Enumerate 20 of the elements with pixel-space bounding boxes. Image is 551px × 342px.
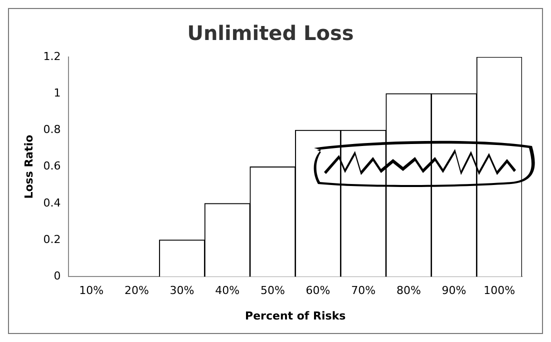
y-tick-label: 0.8 — [43, 123, 61, 136]
y-tick-label: 0.2 — [43, 232, 61, 246]
y-axis-title: Loss Ratio — [22, 134, 36, 199]
x-tick-label: 40% — [215, 284, 240, 298]
x-tick-label: 50% — [260, 284, 285, 298]
y-tick-label: 1 — [54, 86, 61, 100]
x-tick-label: 100% — [484, 284, 516, 298]
x-tick-label: 10% — [79, 284, 104, 298]
x-tick-label: 70% — [351, 284, 376, 298]
x-tick-label: 80% — [396, 284, 421, 298]
y-tick-label: 1.2 — [43, 50, 61, 63]
y-tick-label: 0.4 — [43, 196, 61, 210]
y-tick-label: 0.6 — [43, 160, 61, 173]
y-tick-label: 0 — [54, 269, 61, 282]
x-tick-label: 90% — [442, 284, 466, 298]
x-tick-label: 20% — [124, 284, 149, 298]
x-axis-title: Percent of Risks — [245, 309, 346, 322]
chart-title: Unlimited Loss — [187, 21, 354, 46]
x-tick-label: 60% — [306, 284, 330, 298]
x-tick-label: 30% — [170, 284, 194, 298]
